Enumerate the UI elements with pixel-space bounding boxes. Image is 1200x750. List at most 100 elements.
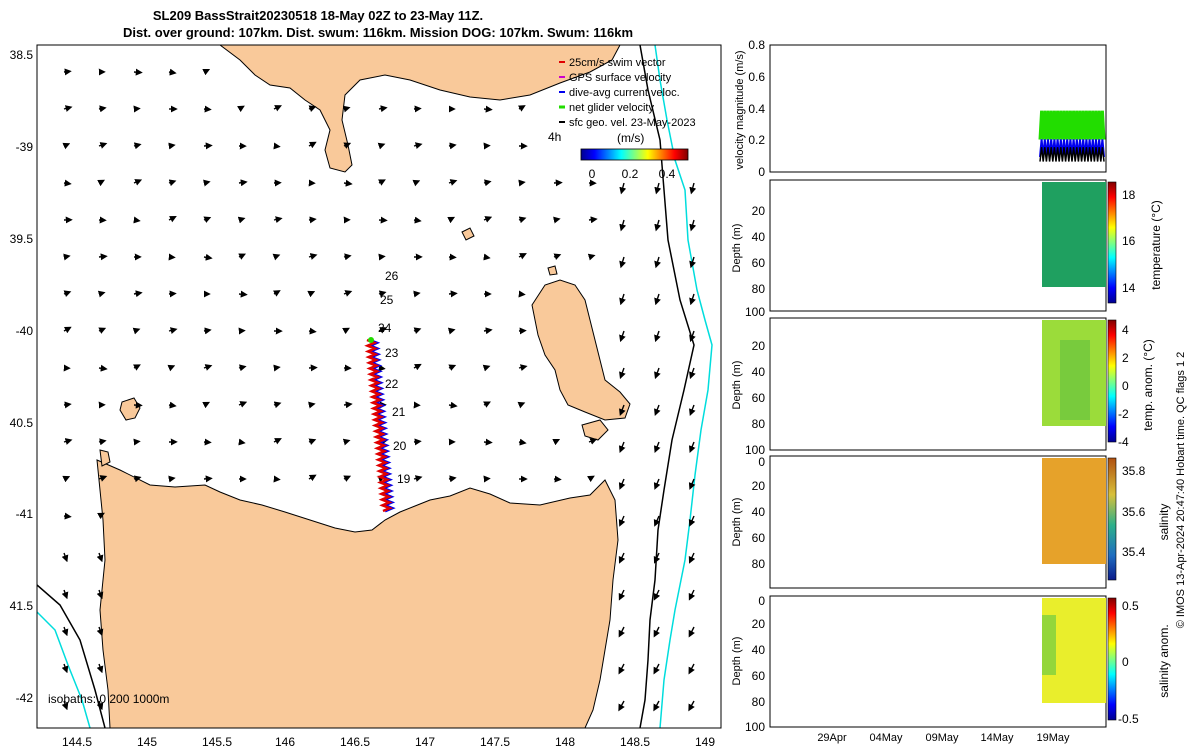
geo-velocity-arrow (518, 216, 527, 224)
geo-velocity-arrow (63, 105, 73, 112)
geo-velocity-arrow (202, 68, 211, 76)
time-tick-label: 04May (869, 732, 903, 744)
legend-label: GPS surface velocity (569, 72, 672, 84)
glider-track (364, 337, 396, 513)
geo-velocity-arrow (168, 216, 177, 223)
colorbar-tick: 35.4 (1122, 545, 1146, 559)
geo-velocity-arrow (98, 142, 108, 149)
y-tick-label: 0 (758, 594, 765, 608)
geo-velocity-arrow (653, 515, 661, 527)
geo-velocity-arrow (618, 626, 625, 638)
y-axis-title: Depth (m) (731, 224, 743, 273)
geo-velocity-arrow (308, 474, 317, 482)
geo-velocity-arrow (62, 142, 71, 150)
small-island-1 (461, 227, 475, 241)
geo-velocity-arrow (61, 552, 69, 563)
geo-velocity-arrow (238, 290, 248, 298)
geo-velocity-arrow (237, 105, 245, 113)
y-tick-label: 60 (752, 391, 766, 405)
geo-velocity-arrow (618, 663, 625, 675)
geo-velocity-arrow (203, 364, 213, 371)
geo-velocity-arrow (689, 293, 696, 306)
geo-velocity-arrow (413, 216, 422, 224)
geo-velocity-arrow (689, 404, 696, 417)
geo-velocity-arrow (688, 478, 696, 490)
geo-velocity-arrow (168, 142, 176, 150)
geo-velocity-arrow (133, 475, 142, 483)
y-tick-label: 0.2 (748, 133, 765, 147)
temperature-panel: 20 40 60 80 100 Depth (m) 18 16 14 tempe… (731, 179, 1163, 319)
geo-velocity-arrow (203, 253, 213, 261)
y-tick-label: 60 (752, 256, 766, 270)
geo-velocity-arrow (653, 552, 661, 564)
geo-velocity-arrow (98, 105, 107, 113)
geo-velocity-arrow (133, 179, 143, 186)
geo-velocity-arrow (688, 589, 696, 601)
colorbar-tick: 0 (1122, 379, 1129, 393)
geo-velocity-arrow (61, 626, 69, 637)
colorbar-title: salinity (1157, 504, 1171, 541)
colorbar-title: temperature (°C) (1149, 200, 1163, 290)
geo-velocity-arrow (96, 552, 104, 563)
geo-velocity-arrow (203, 216, 212, 223)
colorbar-tick: 0.5 (1122, 599, 1139, 613)
geo-velocity-arrow (618, 478, 626, 490)
geo-velocity-arrow (133, 290, 143, 298)
colorbar-tick: 0 (1122, 655, 1129, 669)
geo-velocity-arrow (96, 626, 104, 637)
x-tick-label: 146 (275, 735, 295, 749)
geo-velocity-arrow (202, 401, 211, 409)
map-title-line2: Dist. over ground: 107km. Dist. swum: 11… (123, 25, 633, 40)
geo-velocity-arrow (133, 364, 141, 371)
temperature-section (1042, 182, 1106, 287)
day-label: 21 (392, 405, 406, 419)
y-tick-label: 0.8 (748, 38, 765, 52)
geo-velocity-arrow (447, 327, 456, 335)
geo-velocity-arrow (689, 182, 697, 195)
geo-velocity-arrow (308, 216, 317, 224)
geo-velocity-arrow (619, 404, 626, 417)
day-label: 20 (393, 439, 407, 453)
velocity-panel: 0.8 0.6 0.4 0.2 0 velocity magnitude (m/… (734, 38, 1107, 179)
geo-velocity-arrow (688, 626, 695, 638)
geo-velocity-arrow (63, 68, 72, 76)
x-tick-label: 147.5 (480, 735, 510, 749)
y-tick-label: 100 (745, 720, 765, 734)
map-x-axis: 144.5 145 145.5 146 146.5 147 147.5 148 … (62, 735, 715, 749)
geo-velocity-arrow (203, 179, 211, 187)
map-panel: 26 25 24 23 22 21 20 19 144.5 145 145.5 … (10, 44, 722, 749)
geo-velocity-arrow (413, 438, 422, 446)
geo-velocity-arrow (273, 216, 283, 224)
geo-velocity-arrow (654, 367, 661, 380)
colorbar-tick: 2 (1122, 351, 1129, 365)
track-start-marker (368, 337, 374, 343)
speed-colorbar (580, 148, 689, 161)
geo-velocity-arrow (448, 364, 457, 371)
x-tick-label: 145.5 (202, 735, 232, 749)
geo-velocity-arrow (168, 401, 177, 409)
geo-velocity-arrow (97, 290, 106, 298)
geo-velocity-arrow (618, 589, 626, 601)
geo-velocity-arrow (96, 700, 104, 711)
geo-velocity-arrow (63, 401, 72, 409)
geo-velocity-arrow (343, 179, 353, 187)
colorbar-tick: 0.2 (622, 167, 639, 181)
day-label: 24 (378, 321, 392, 335)
salinity-panel: 0 20 40 60 80 Depth (m) 35.8 35.6 35.4 s… (731, 455, 1171, 589)
net-velocity-line (1038, 110, 1106, 140)
tasmania-landmass (96, 459, 619, 728)
geo-velocity-arrow (483, 253, 491, 261)
x-tick-label: 148 (555, 735, 575, 749)
geo-velocity-arrow (238, 253, 247, 260)
geo-velocity-arrow (653, 700, 660, 712)
geo-velocity-arrow (448, 401, 458, 409)
geo-velocity-arrow (343, 290, 353, 297)
isobath-west-1000-line (37, 611, 91, 728)
y-axis-title: Depth (m) (731, 637, 743, 686)
geo-velocity-arrow (518, 364, 528, 372)
colorbar-tick: 18 (1122, 188, 1136, 202)
geo-velocity-arrow (273, 364, 281, 372)
temp-anomaly-panel: 20 40 60 80 100 Depth (m) 4 2 0 -2 -4 te… (731, 317, 1155, 457)
x-tick-label: 145 (137, 735, 157, 749)
legend-label: sfc geo. vel. 23-May-2023 (569, 117, 696, 129)
